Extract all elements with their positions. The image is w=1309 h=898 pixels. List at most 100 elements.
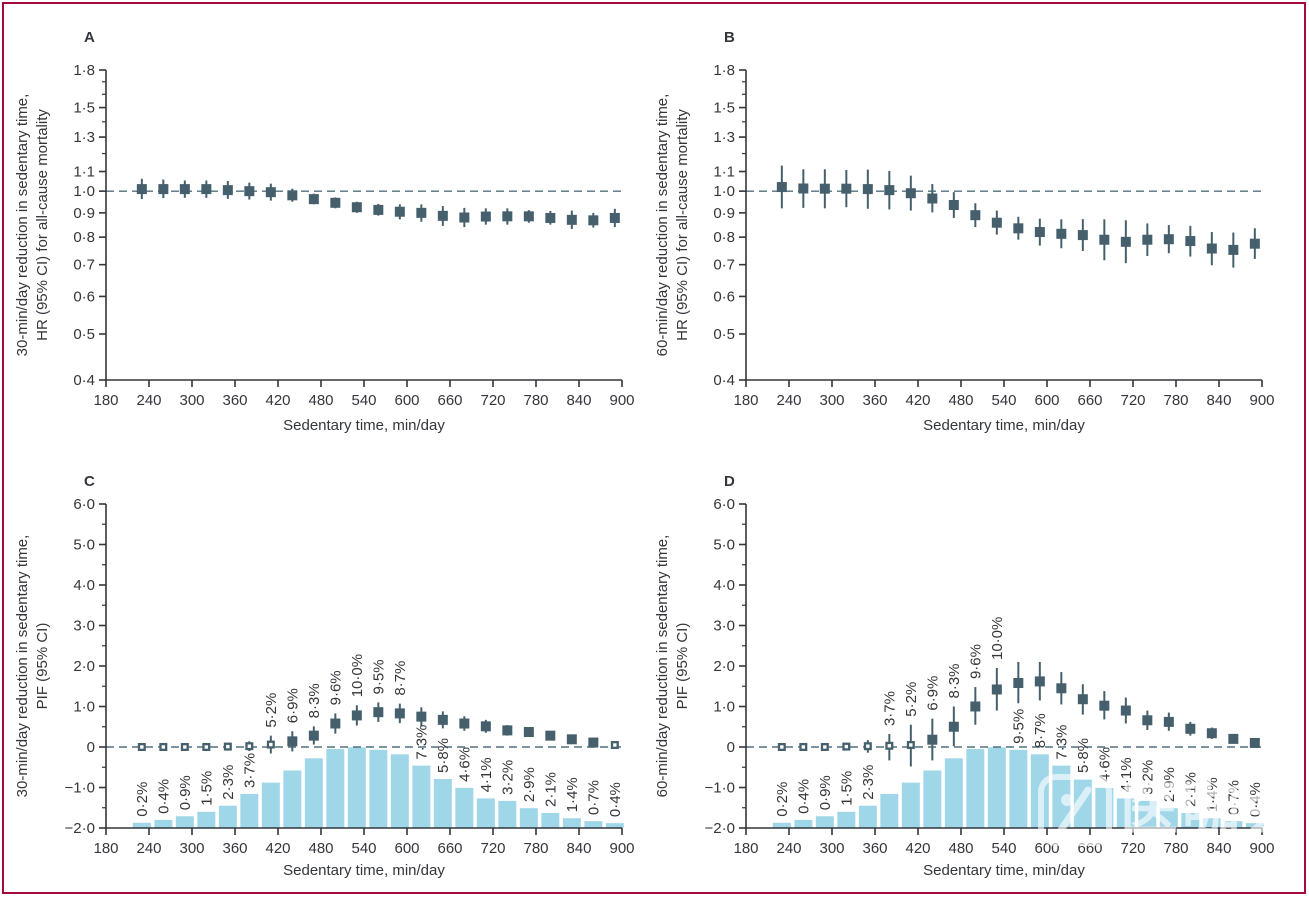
point-marker bbox=[1206, 243, 1217, 254]
watermark-row: 医咖会 bbox=[1038, 774, 1306, 846]
point-marker bbox=[948, 721, 959, 732]
axes bbox=[99, 503, 623, 835]
x-tick-label: 540 bbox=[991, 840, 1016, 857]
x-tick-label: 420 bbox=[905, 392, 930, 409]
x-tick-label: 600 bbox=[394, 840, 419, 857]
distribution-bar bbox=[858, 805, 877, 828]
y-tick-label: 0·8 bbox=[73, 229, 95, 246]
point-marker bbox=[244, 186, 255, 197]
pif-percent-label: 2·9% bbox=[521, 767, 538, 802]
x-tick-label: 240 bbox=[776, 392, 801, 409]
pif-percent-label: 8·3% bbox=[946, 663, 963, 698]
tick-labels: 6·0 5·0 4·0 3·0 2·0 1·0 0 −1·0 −2·0 180 240 300 360 4… bbox=[65, 496, 635, 857]
point-marker bbox=[308, 730, 319, 741]
y-tick-label: −1·0 bbox=[705, 780, 735, 797]
point-marker bbox=[1249, 238, 1260, 249]
data-points bbox=[137, 702, 619, 754]
watermark-text-en: mediecogroup bbox=[1122, 849, 1279, 865]
distribution-bar bbox=[1159, 808, 1178, 828]
point-marker bbox=[179, 184, 190, 195]
pif-percent-label: 3·7% bbox=[241, 753, 258, 788]
point-marker-center bbox=[887, 744, 892, 748]
y-tick-label: 6·0 bbox=[73, 496, 95, 513]
distribution-bar bbox=[815, 816, 834, 828]
point-marker bbox=[480, 721, 491, 732]
x-tick-label: 900 bbox=[609, 392, 634, 409]
y-tick-label: −2·0 bbox=[705, 820, 735, 837]
point-marker bbox=[1163, 234, 1174, 245]
pif-percent-labels: 0·2%0·4%0·9%1·5%2·3%3·7%5·2%6·9%8·3%9·6%… bbox=[774, 617, 1264, 817]
pif-percent-label: 4·6% bbox=[456, 747, 473, 782]
chart-b: B 60-min/day reduction in sedentary time,… bbox=[654, 29, 1275, 434]
point-marker bbox=[545, 730, 556, 741]
point-marker bbox=[351, 202, 362, 213]
x-tick-label: 540 bbox=[351, 840, 376, 857]
point-marker bbox=[158, 184, 169, 195]
x-tick-label: 300 bbox=[819, 392, 844, 409]
point-marker bbox=[862, 184, 873, 195]
pif-percent-label: 7·3% bbox=[413, 725, 430, 760]
y-tick-label: 4·0 bbox=[713, 577, 735, 594]
point-marker bbox=[1142, 715, 1153, 726]
pif-percent-label: 7·3% bbox=[1053, 725, 1070, 760]
distribution-bar bbox=[197, 811, 216, 828]
point-marker bbox=[1120, 705, 1131, 716]
pif-percent-label: 2·1% bbox=[1182, 772, 1199, 807]
point-marker bbox=[1034, 227, 1045, 238]
point-marker bbox=[1056, 683, 1067, 694]
distribution-bar bbox=[261, 782, 280, 828]
x-tick-label: 420 bbox=[905, 840, 930, 857]
x-tick-label: 780 bbox=[523, 392, 548, 409]
distribution-bar bbox=[1138, 800, 1157, 828]
x-tick-label: 780 bbox=[523, 840, 548, 857]
point-marker bbox=[351, 710, 362, 721]
data-points bbox=[777, 661, 1260, 767]
point-marker bbox=[287, 190, 298, 201]
distribution-bar bbox=[944, 758, 963, 828]
point-marker bbox=[1099, 700, 1110, 711]
point-marker-center bbox=[844, 744, 849, 749]
point-marker-center bbox=[269, 742, 273, 747]
pif-percent-label: 0·9% bbox=[817, 775, 834, 810]
y-tick-label: 0·9 bbox=[713, 205, 735, 222]
point-marker bbox=[437, 714, 448, 725]
point-marker bbox=[459, 718, 470, 729]
y-tick-label: 1·3 bbox=[73, 129, 95, 146]
x-tick-label: 720 bbox=[480, 392, 505, 409]
distribution-bar bbox=[1202, 818, 1221, 828]
point-marker bbox=[1228, 733, 1239, 744]
panel-b-hr-60min: B 60-min/day reduction in sedentary time,… bbox=[646, 4, 1298, 446]
pif-percent-label: 8·3% bbox=[306, 683, 323, 718]
y-tick-label: 5·0 bbox=[73, 537, 95, 554]
pif-percent-label: 1·5% bbox=[198, 771, 215, 806]
pif-percent-label: 2·3% bbox=[220, 765, 237, 800]
pif-percent-label: 5·8% bbox=[1075, 738, 1092, 773]
pif-percent-label: 0·9% bbox=[177, 775, 194, 810]
axes bbox=[99, 69, 623, 387]
point-marker bbox=[776, 182, 787, 193]
x-tick-label: 300 bbox=[819, 840, 844, 857]
axes bbox=[739, 69, 1263, 387]
pif-percent-label: 6·9% bbox=[924, 676, 941, 711]
point-marker bbox=[545, 212, 556, 223]
chart-a: A 30-min/day reduction in sedentary time,… bbox=[14, 29, 635, 434]
pif-percent-label: 9·6% bbox=[967, 644, 984, 679]
distribution-bar bbox=[966, 749, 985, 828]
distribution-bar bbox=[476, 798, 495, 828]
watermark: 医咖会 mediecogroup bbox=[1038, 774, 1306, 865]
x-tick-label: 240 bbox=[776, 840, 801, 857]
y-tick-label: 0·7 bbox=[73, 257, 95, 274]
y-tick-label: 1·0 bbox=[713, 699, 735, 716]
x-tick-label: 900 bbox=[609, 840, 634, 857]
point-marker bbox=[588, 737, 599, 748]
x-tick-label: 720 bbox=[1120, 840, 1145, 857]
y-tick-label: 1·1 bbox=[73, 164, 95, 181]
pif-percent-label: 4·6% bbox=[1096, 747, 1113, 782]
point-marker bbox=[394, 206, 405, 217]
point-marker bbox=[502, 211, 513, 222]
pif-percent-label: 8·7% bbox=[1032, 713, 1049, 748]
distribution-bar bbox=[1116, 798, 1135, 828]
x-tick-label: 360 bbox=[222, 840, 247, 857]
pif-percent-label: 3·2% bbox=[1139, 760, 1156, 795]
y-tick-label: 0 bbox=[87, 739, 95, 756]
